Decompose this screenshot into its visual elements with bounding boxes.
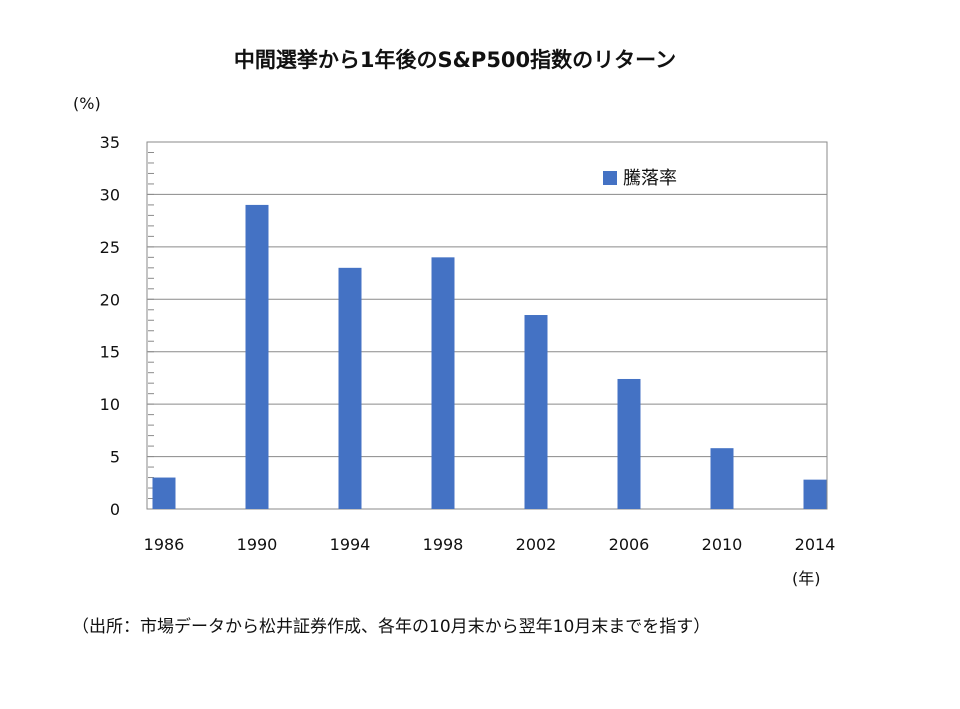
x-tick-label: 1994	[330, 535, 371, 554]
y-tick-label: 15	[100, 343, 120, 362]
x-tick-label: 2006	[609, 535, 650, 554]
bars	[152, 204, 827, 509]
bar-2010	[710, 448, 734, 509]
y-tick-label: 25	[100, 238, 120, 257]
y-tick-label: 30	[100, 185, 120, 204]
bar-1990	[245, 204, 269, 509]
y-tick-label: 10	[100, 395, 120, 414]
x-tick-label: 2010	[702, 535, 743, 554]
source-note: （出所：市場データから松井証券作成、各年の10月末から翌年10月末までを指す）	[72, 617, 711, 637]
bar-1998	[431, 257, 455, 509]
plot-area-border	[146, 141, 828, 510]
legend: 騰落率	[603, 168, 677, 189]
x-tick-label: 1986	[144, 535, 185, 554]
bar-2002	[524, 315, 548, 509]
chart-title: 中間選挙から1年後のS&P500指数のリターン	[233, 48, 677, 72]
x-tick-label: 2002	[516, 535, 557, 554]
y-tick-label: 20	[100, 290, 120, 309]
y-axis-minor-ticks	[148, 141, 154, 510]
x-tick-label: 2014	[795, 535, 836, 554]
x-axis-tick-labels: 1986 1990 1994 1998 2002 2006 2010 2014	[144, 535, 836, 554]
x-tick-label: 1990	[237, 535, 278, 554]
x-axis-unit-label: (年)	[792, 569, 821, 588]
legend-label: 騰落率	[623, 168, 677, 189]
y-tick-label: 0	[110, 500, 120, 519]
bar-2014	[803, 479, 827, 509]
y-axis-unit-label: (%)	[73, 94, 101, 113]
bar-1994	[338, 267, 362, 509]
bar-2006	[617, 378, 641, 509]
y-tick-label: 5	[110, 448, 120, 467]
y-tick-label: 35	[100, 133, 120, 152]
legend-swatch	[603, 171, 617, 185]
y-axis-tick-labels: 0 5 10 15 20 25 30 35	[100, 133, 120, 519]
bar-1986	[152, 477, 176, 509]
x-tick-label: 1998	[423, 535, 464, 554]
